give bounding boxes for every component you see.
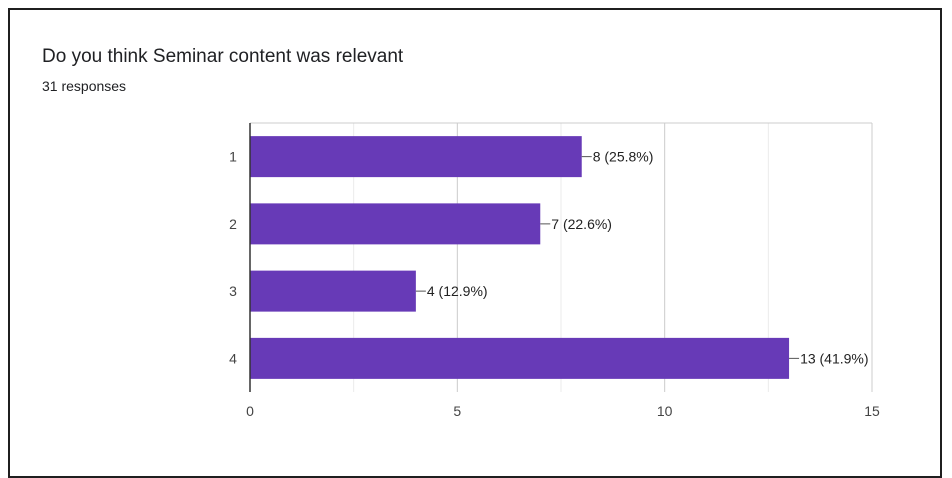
data-label-1: 8 (25.8%) [593, 149, 654, 165]
category-label-4: 4 [229, 350, 237, 366]
bars: 8 (25.8%) 7 (22.6%) 4 (12.9%) 13 (41.9%) [250, 136, 869, 379]
data-label-3: 4 (12.9%) [427, 283, 488, 299]
category-label-1: 1 [229, 149, 237, 165]
category-label-2: 2 [229, 216, 237, 232]
bar-chart: 8 (25.8%) 7 (22.6%) 4 (12.9%) 13 (41.9%) 1 2… [229, 122, 880, 419]
bar-1[interactable] [250, 136, 582, 178]
x-tick-label: 5 [453, 403, 461, 419]
data-label-4: 13 (41.9%) [800, 350, 868, 366]
tick-labels: 1 2 3 4 0 5 10 15 [229, 149, 880, 419]
bar-2[interactable] [250, 203, 541, 245]
bar-3[interactable] [250, 270, 416, 312]
data-label-2: 7 (22.6%) [551, 216, 612, 232]
bar-4[interactable] [250, 337, 790, 379]
x-tick-label: 0 [246, 403, 254, 419]
response-count: 31 responses [42, 78, 127, 94]
category-label-3: 3 [229, 283, 237, 299]
chart-title: Do you think Seminar content was relevan… [42, 46, 404, 67]
x-tick-label: 10 [657, 403, 673, 419]
x-tick-label: 15 [864, 403, 880, 419]
chart-card: Do you think Seminar content was relevan… [8, 8, 942, 478]
